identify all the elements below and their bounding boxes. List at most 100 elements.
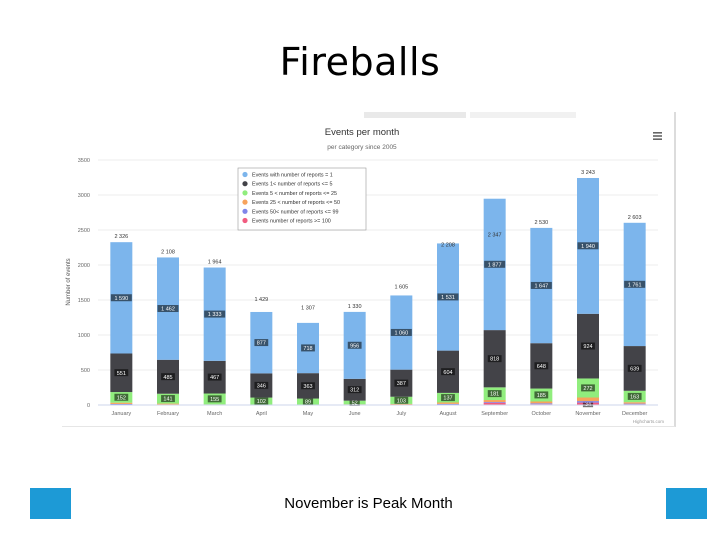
bar-segment bbox=[623, 402, 646, 404]
segment-label-bg bbox=[114, 369, 129, 377]
segment-label: 718 bbox=[303, 346, 312, 352]
segment-label: 924 bbox=[583, 344, 592, 350]
segment-label: 1 060 bbox=[394, 331, 408, 337]
x-tick-label: January bbox=[112, 411, 132, 417]
chart-credit: Highcharts.com bbox=[633, 419, 665, 424]
segment-label: 89 bbox=[305, 400, 311, 406]
legend-item[interactable]: Events 5 < number of reports <= 25 bbox=[252, 191, 337, 197]
bar-segment bbox=[110, 403, 133, 405]
segment-label-bg bbox=[204, 310, 226, 318]
chart-title: Events per month bbox=[325, 127, 399, 138]
total-label: 2 603 bbox=[628, 215, 642, 221]
segment-label: 272 bbox=[583, 386, 592, 392]
segment-label: 1 531 bbox=[441, 295, 455, 301]
x-tick-label: September bbox=[481, 411, 508, 417]
legend-item[interactable]: Events 1< number of reports <= 5 bbox=[252, 182, 332, 188]
chart-top-strip-right bbox=[470, 112, 576, 118]
segment-label-bg bbox=[487, 390, 502, 398]
x-tick-label: December bbox=[622, 411, 648, 417]
legend-swatch bbox=[242, 190, 248, 196]
legend-box bbox=[237, 167, 367, 231]
segment-label: 877 bbox=[257, 341, 266, 347]
legend-item[interactable]: Events 50< number of reports <= 99 bbox=[252, 209, 338, 215]
segment-label-bg bbox=[301, 344, 315, 352]
y-axis-ticks: 0 500 1000 1500 2000 2500 3000 3500 bbox=[78, 158, 90, 409]
segment-label-bg bbox=[627, 364, 642, 372]
total-label: 2 347 bbox=[488, 233, 502, 239]
total-label: 2 108 bbox=[161, 249, 175, 255]
bars: 152 551 1 590 2 326 141 485 1 462 2 108 155 467 1 … bbox=[110, 170, 646, 408]
segment-label: 312 bbox=[350, 388, 359, 394]
x-tick-label: June bbox=[349, 411, 361, 417]
segment-label-bg bbox=[301, 382, 315, 390]
legend-item[interactable]: Events number of reports >= 100 bbox=[252, 219, 331, 225]
total-label: 1 307 bbox=[301, 306, 315, 312]
legend-item[interactable]: Events with number of reports = 1 bbox=[252, 173, 333, 179]
legend-item[interactable]: Events 25 < number of reports <= 50 bbox=[252, 200, 340, 206]
chart-subtitle: per category since 2005 bbox=[327, 144, 397, 151]
bar-segment bbox=[483, 400, 506, 402]
segment-label-bg bbox=[394, 396, 409, 404]
bar-segment bbox=[577, 401, 599, 403]
segment-label-bg bbox=[390, 328, 412, 336]
segment-label-bg bbox=[627, 392, 642, 400]
segment-label: 137 bbox=[443, 396, 452, 402]
segment-label-bg bbox=[110, 294, 132, 302]
y-tick-label: 0 bbox=[87, 403, 90, 409]
segment-label-bg bbox=[347, 386, 362, 394]
segment-label-bg bbox=[157, 305, 179, 313]
segment-label-bg bbox=[441, 368, 455, 376]
legend-swatch bbox=[242, 208, 248, 214]
segment-label: 181 bbox=[490, 392, 499, 398]
bar-segment bbox=[437, 402, 459, 404]
segment-label: 551 bbox=[117, 371, 126, 377]
segment-label-bg bbox=[484, 260, 506, 268]
segment-label-bg bbox=[487, 355, 502, 363]
x-tick-label: May bbox=[303, 411, 314, 417]
segment-label: 155 bbox=[210, 397, 219, 403]
segment-label: 185 bbox=[537, 393, 546, 399]
y-tick-label: 2000 bbox=[78, 263, 90, 269]
bar-segment bbox=[390, 403, 413, 405]
segment-label-bg bbox=[582, 400, 594, 408]
chart-top-strip bbox=[364, 112, 466, 118]
segment-label-bg bbox=[577, 242, 599, 250]
bar-segment bbox=[110, 402, 133, 404]
total-label: 2 530 bbox=[534, 220, 548, 226]
segment-label: 363 bbox=[303, 384, 312, 390]
segment-label: 387 bbox=[397, 381, 406, 387]
segment-label: 52 bbox=[352, 400, 358, 406]
segment-label: 818 bbox=[490, 357, 499, 363]
x-tick-label: July bbox=[396, 411, 406, 417]
segment-label: 152 bbox=[117, 395, 126, 401]
segment-label: 1 647 bbox=[534, 284, 548, 290]
segment-label: 141 bbox=[163, 397, 172, 403]
x-tick-label: August bbox=[439, 411, 457, 417]
segment-label: 1 462 bbox=[161, 307, 175, 313]
bar-segment bbox=[577, 397, 599, 402]
legend-swatch bbox=[242, 199, 248, 205]
segment-label: 639 bbox=[630, 366, 639, 372]
y-tick-label: 3500 bbox=[78, 158, 90, 164]
total-label: 2 208 bbox=[441, 242, 455, 248]
segment-label: 102 bbox=[257, 399, 266, 405]
bar-segment bbox=[483, 401, 506, 403]
total-label: 1 964 bbox=[208, 260, 222, 266]
segment-label: 467 bbox=[210, 375, 219, 381]
total-label: 1 605 bbox=[394, 285, 408, 291]
x-tick-label: March bbox=[207, 411, 222, 417]
segment-label-bg bbox=[254, 397, 269, 405]
x-tick-label: November bbox=[575, 411, 601, 417]
segment-label: 648 bbox=[537, 364, 546, 370]
x-tick-label: October bbox=[532, 411, 552, 417]
legend-swatch bbox=[242, 181, 248, 187]
segment-label: 163 bbox=[630, 394, 639, 400]
segment-label-bg bbox=[349, 398, 360, 406]
bar-segment bbox=[157, 403, 179, 405]
x-tick-label: April bbox=[256, 411, 267, 417]
hamburger-menu-icon[interactable] bbox=[650, 130, 664, 142]
segment-label-bg bbox=[534, 391, 549, 399]
bar-segment bbox=[437, 403, 459, 405]
legend-swatch bbox=[242, 217, 248, 224]
y-tick-label: 3000 bbox=[78, 193, 90, 199]
